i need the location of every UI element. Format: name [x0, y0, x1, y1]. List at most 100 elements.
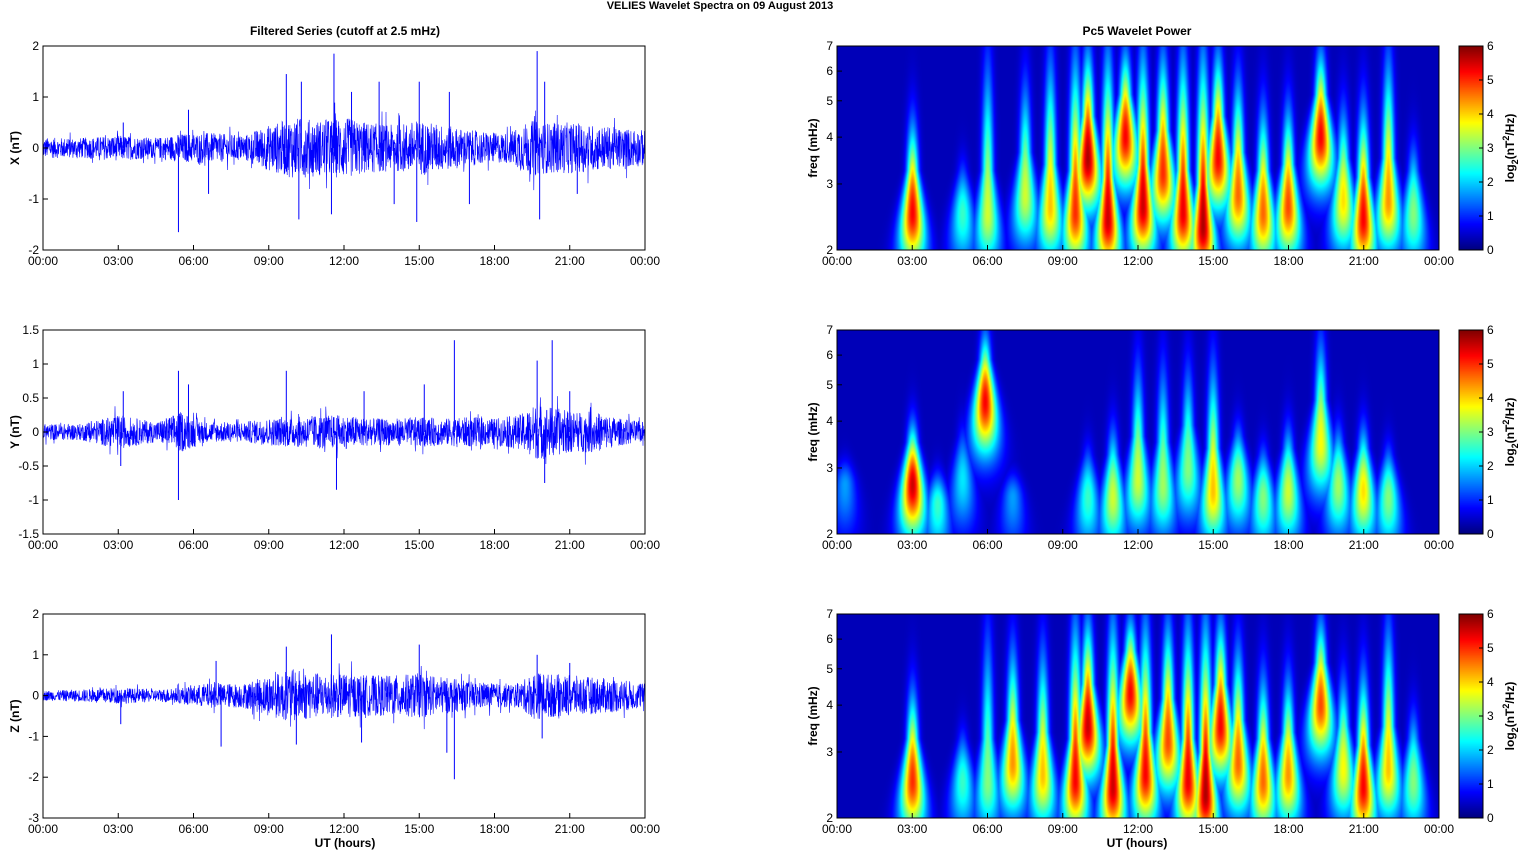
wavelet-y-tick-label: 5 [826, 378, 833, 392]
colorbar-tick-label: 3 [1487, 141, 1494, 155]
wavelet-y-tick-label: 7 [826, 607, 833, 621]
series-x-tick-label: 00:00 [630, 254, 660, 268]
colorbar-tick-label: 2 [1487, 743, 1494, 757]
wavelet-y-tick-label: 6 [826, 348, 833, 362]
series-y-tick-label: 1 [32, 357, 39, 371]
wavelet-x-tick-label: 03:00 [897, 822, 927, 836]
wavelet-x-tick-label: 00:00 [822, 822, 852, 836]
wavelet-y-tick-label: 6 [826, 632, 833, 646]
series-y-tick-label: -1.5 [18, 527, 39, 541]
series-x-tick-label: 06:00 [178, 538, 208, 552]
wavelet-power-image [837, 330, 1439, 534]
wavelet-y-tick-label: 2 [826, 527, 833, 541]
series-x-tick-label: 00:00 [28, 822, 58, 836]
series-x-tick-label: 03:00 [103, 822, 133, 836]
series-y-tick-label: 0 [32, 689, 39, 703]
series-x-tick-label: 18:00 [479, 254, 509, 268]
wavelet-x-tick-label: 15:00 [1198, 254, 1228, 268]
series-z-trace [42, 661, 646, 730]
left-column-title: Filtered Series (cutoff at 2.5 mHz) [250, 24, 440, 38]
figure-title: VELIES Wavelet Spectra on 09 August 2013 [607, 0, 834, 12]
colorbar: 6 5 4 3 2 1 0 log2(nT2/Hz) [1458, 39, 1520, 257]
wavelet-panel-x: 7 6 5 4 3 2 freq (mHz) 00:00 03:00 06:00 09:00 12:0… [806, 39, 1520, 268]
colorbar-tick-label: 1 [1487, 493, 1494, 507]
series-x-tick-label: 15:00 [404, 822, 434, 836]
series-x-tick-label: 12:00 [329, 538, 359, 552]
colorbar-tick-label: 1 [1487, 777, 1494, 791]
wavelet-x-tick-label: 21:00 [1349, 538, 1379, 552]
wavelet-y-tick-label: 5 [826, 94, 833, 108]
wavelet-x-tick-label: 06:00 [972, 822, 1002, 836]
wavelet-x-tick-label: 09:00 [1048, 538, 1078, 552]
series-axes-bg [43, 614, 645, 818]
wavelet-x-tick-label: 03:00 [897, 538, 927, 552]
wavelet-y-tick-label: 3 [826, 461, 833, 475]
series-x-tick-label: 09:00 [254, 538, 284, 552]
series-y-tick-label: 2 [32, 39, 39, 53]
series-y-tick-label: -1 [28, 192, 39, 206]
series-y-tick-label: 0 [32, 141, 39, 155]
series-y-tick-label: 0.5 [22, 391, 39, 405]
wavelet-y-tick-label: 7 [826, 39, 833, 53]
colorbar-tick-label: 2 [1487, 175, 1494, 189]
right-column-title: Pc5 Wavelet Power [1083, 24, 1192, 38]
wavelet-y-tick-label: 4 [826, 414, 833, 428]
series-panel-x: 2 1 0 -1 -2 X (nT) 00:00 03:00 06:00 09:00 12:00 15… [8, 39, 660, 268]
wavelet-y-axis-label: freq (mHz) [806, 402, 820, 461]
wavelet-panel-z: 7 6 5 4 3 2 freq (mHz) 00:00 03:00 06:00 09:00 12:0… [806, 607, 1520, 836]
wavelet-x-tick-label: 18:00 [1273, 254, 1303, 268]
series-y-tick-label: -1 [28, 493, 39, 507]
wavelet-x-tick-label: 12:00 [1123, 822, 1153, 836]
wavelet-y-axis-label: freq (mHz) [806, 686, 820, 745]
wavelet-x-tick-label: 09:00 [1048, 254, 1078, 268]
series-x-tick-label: 21:00 [555, 254, 585, 268]
wavelet-x-tick-label: 06:00 [972, 538, 1002, 552]
wavelet-x-tick-label: 12:00 [1123, 254, 1153, 268]
colorbar-tick-label: 6 [1487, 607, 1494, 621]
series-y-axis-label: Z (nT) [8, 699, 22, 732]
series-panel-z: 2 1 0 -1 -2 -3 Z (nT) 00:00 03:00 06:00 09:00 12:00… [8, 607, 660, 836]
wavelet-y-tick-label: 4 [826, 130, 833, 144]
colorbar-tick-label: 4 [1487, 391, 1494, 405]
colorbar: 6 5 4 3 2 1 0 log2(nT2/Hz) [1458, 323, 1520, 541]
colorbar-tick-label: 3 [1487, 425, 1494, 439]
wavelet-x-tick-label: 15:00 [1198, 538, 1228, 552]
series-x-tick-label: 06:00 [178, 254, 208, 268]
colorbar-tick-label: 3 [1487, 709, 1494, 723]
wavelet-x-tick-label: 18:00 [1273, 538, 1303, 552]
series-x-tick-label: 09:00 [254, 822, 284, 836]
wavelet-x-tick-label: 12:00 [1123, 538, 1153, 552]
series-y-tick-label: 0 [32, 425, 39, 439]
series-y-tick-label: -0.5 [18, 459, 39, 473]
series-x-tick-label: 00:00 [630, 538, 660, 552]
series-x-tick-label: 09:00 [254, 254, 284, 268]
colorbar-tick-label: 0 [1487, 527, 1494, 541]
colorbar-tick-label: 5 [1487, 641, 1494, 655]
series-y-tick-label: -3 [28, 811, 39, 825]
wavelet-x-tick-label: 09:00 [1048, 822, 1078, 836]
series-x-tick-label: 00:00 [630, 822, 660, 836]
wavelet-y-tick-label: 6 [826, 64, 833, 78]
wavelet-x-tick-label: 18:00 [1273, 822, 1303, 836]
series-y-axis-label: X (nT) [8, 131, 22, 165]
wavelet-x-tick-label: 00:00 [1424, 538, 1454, 552]
series-y-tick-label: 2 [32, 607, 39, 621]
colorbar-label: log2(nT2/Hz) [1501, 398, 1520, 467]
wavelet-x-tick-label: 00:00 [1424, 822, 1454, 836]
wavelet-power-image [837, 46, 1439, 250]
wavelet-y-tick-label: 2 [826, 811, 833, 825]
wavelet-power-image [837, 614, 1439, 818]
wavelet-x-tick-label: 03:00 [897, 254, 927, 268]
colorbar-tick-label: 0 [1487, 243, 1494, 257]
series-x-tick-label: 00:00 [28, 538, 58, 552]
series-x-tick-label: 03:00 [103, 538, 133, 552]
colorbar-tick-label: 6 [1487, 39, 1494, 53]
series-x-tick-label: 21:00 [555, 822, 585, 836]
series-y-tick-label: 1.5 [22, 323, 39, 337]
colorbar-tick-label: 1 [1487, 209, 1494, 223]
wavelet-x-tick-label: 00:00 [1424, 254, 1454, 268]
wavelet-y-tick-label: 3 [826, 745, 833, 759]
series-y-tick-label: 1 [32, 90, 39, 104]
wavelet-x-tick-label: 00:00 [822, 254, 852, 268]
series-y-tick-label: -2 [28, 243, 39, 257]
